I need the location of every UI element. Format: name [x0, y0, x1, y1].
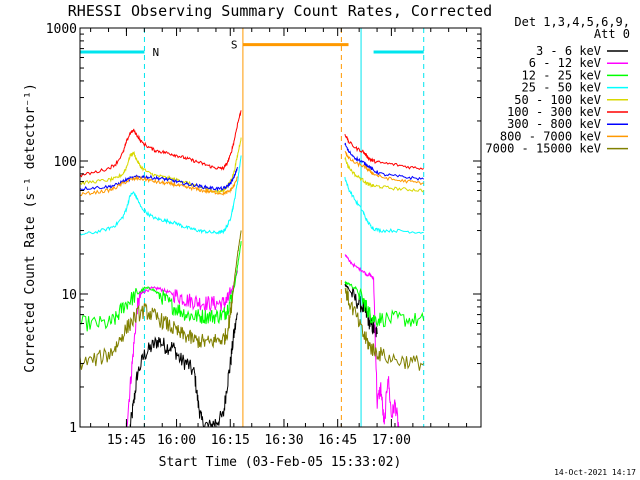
x-tick-label-0: 15:45	[107, 433, 146, 448]
legend-label-8: 7000 - 15000 keV	[485, 142, 601, 156]
series-line-2-0	[80, 241, 242, 332]
legend-label-4: 50 - 100 keV	[514, 93, 601, 107]
legend-label-1: 6 - 12 keV	[529, 56, 601, 70]
series-25-50keV	[80, 155, 424, 236]
legend-label-2: 12 - 25 keV	[522, 68, 601, 82]
series-line-8-1	[344, 287, 425, 371]
y-tick-label-1: 10	[61, 288, 77, 303]
series-line-4-1	[344, 156, 425, 193]
y-tick-label-3: 1000	[46, 22, 77, 37]
series-line-7-0	[80, 175, 238, 197]
y-tick-label-0: 1	[69, 421, 77, 436]
series-100-300keV	[80, 110, 424, 178]
series-line-3-0	[80, 155, 242, 236]
series-line-2-1	[344, 280, 425, 328]
chart-title: RHESSI Observing Summary Count Rates, Co…	[68, 2, 492, 20]
series-300-800keV	[80, 142, 425, 192]
series-line-6-0	[80, 166, 238, 192]
timestamp: 14-Oct-2021 14:17	[554, 468, 636, 477]
series-50-100keV	[80, 137, 425, 194]
series-3-6keV	[129, 283, 378, 427]
series-800-7000keV	[80, 150, 424, 197]
x-tick-label-4: 16:45	[318, 433, 357, 448]
series-line-6-1	[344, 142, 425, 181]
x-axis-label: Start Time (03-Feb-05 15:33:02)	[159, 455, 402, 470]
legend-label-0: 3 - 6 keV	[536, 44, 601, 58]
series-7000-15000keV	[80, 230, 425, 371]
flag-bars: NS	[80, 39, 424, 59]
legend-label-5: 100 - 300 keV	[507, 105, 601, 119]
series-line-1-0	[126, 269, 238, 427]
legend-label-6: 300 - 800 keV	[507, 117, 601, 131]
series-line-8-0	[80, 230, 242, 370]
x-tick-label-5: 17:00	[372, 433, 411, 448]
series-layer	[80, 110, 425, 427]
plot-frame	[79, 27, 482, 428]
series-line-1-1	[344, 254, 400, 427]
x-tick-label-1: 16:00	[157, 433, 196, 448]
legend-label-3: 25 - 50 keV	[522, 81, 601, 95]
series-6-12keV	[126, 254, 400, 427]
series-line-7-1	[344, 150, 424, 186]
x-axis: 15:45 16:00 16:15 16:30 16:45 17:00	[90, 28, 468, 448]
y-tick-label-2: 100	[54, 155, 77, 170]
legend-header-line-2: Att 0	[594, 27, 630, 41]
legend-label-7: 800 - 7000 keV	[500, 129, 601, 143]
series-line-5-0	[80, 110, 242, 178]
series-12-25keV	[80, 241, 425, 332]
series-line-0-0	[129, 311, 238, 427]
series-line-3-1	[344, 176, 424, 234]
flag-letter-N: N	[152, 46, 159, 59]
flag-letter-S: S	[231, 39, 238, 52]
x-tick-label-2: 16:15	[211, 433, 250, 448]
y-axis-label: Corrected Count Rate (s⁻¹ detector⁻¹)	[23, 83, 38, 373]
x-tick-label-3: 16:30	[264, 433, 303, 448]
series-line-4-0	[80, 137, 242, 194]
legend-header-line-1: Det 1,3,4,5,6,9,	[514, 15, 630, 29]
series-line-5-1	[344, 133, 424, 171]
y-axis: 1 10 100 1000	[46, 22, 481, 436]
